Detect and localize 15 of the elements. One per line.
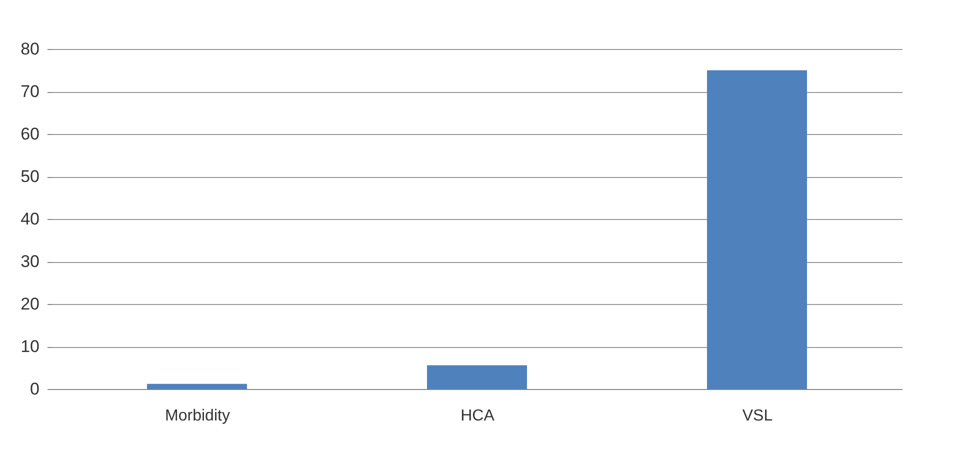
y-tick-label: 0 <box>30 380 40 398</box>
y-tick-label: 10 <box>20 337 40 356</box>
x-tick-label: VSL <box>742 408 773 424</box>
x-tick-label: HCA <box>460 408 495 424</box>
x-tick-label: Morbidity <box>165 408 230 424</box>
bar <box>147 384 247 389</box>
y-tick-label: 20 <box>20 294 40 314</box>
bar <box>427 365 527 389</box>
bar <box>707 70 807 389</box>
y-tick-label: 60 <box>20 124 40 144</box>
y-tick-label: 70 <box>20 82 40 101</box>
y-tick-label: 30 <box>20 252 40 271</box>
y-tick-label: 80 <box>20 40 40 58</box>
y-tick-label: 40 <box>20 210 40 228</box>
y-tick-label: 50 <box>20 167 40 186</box>
